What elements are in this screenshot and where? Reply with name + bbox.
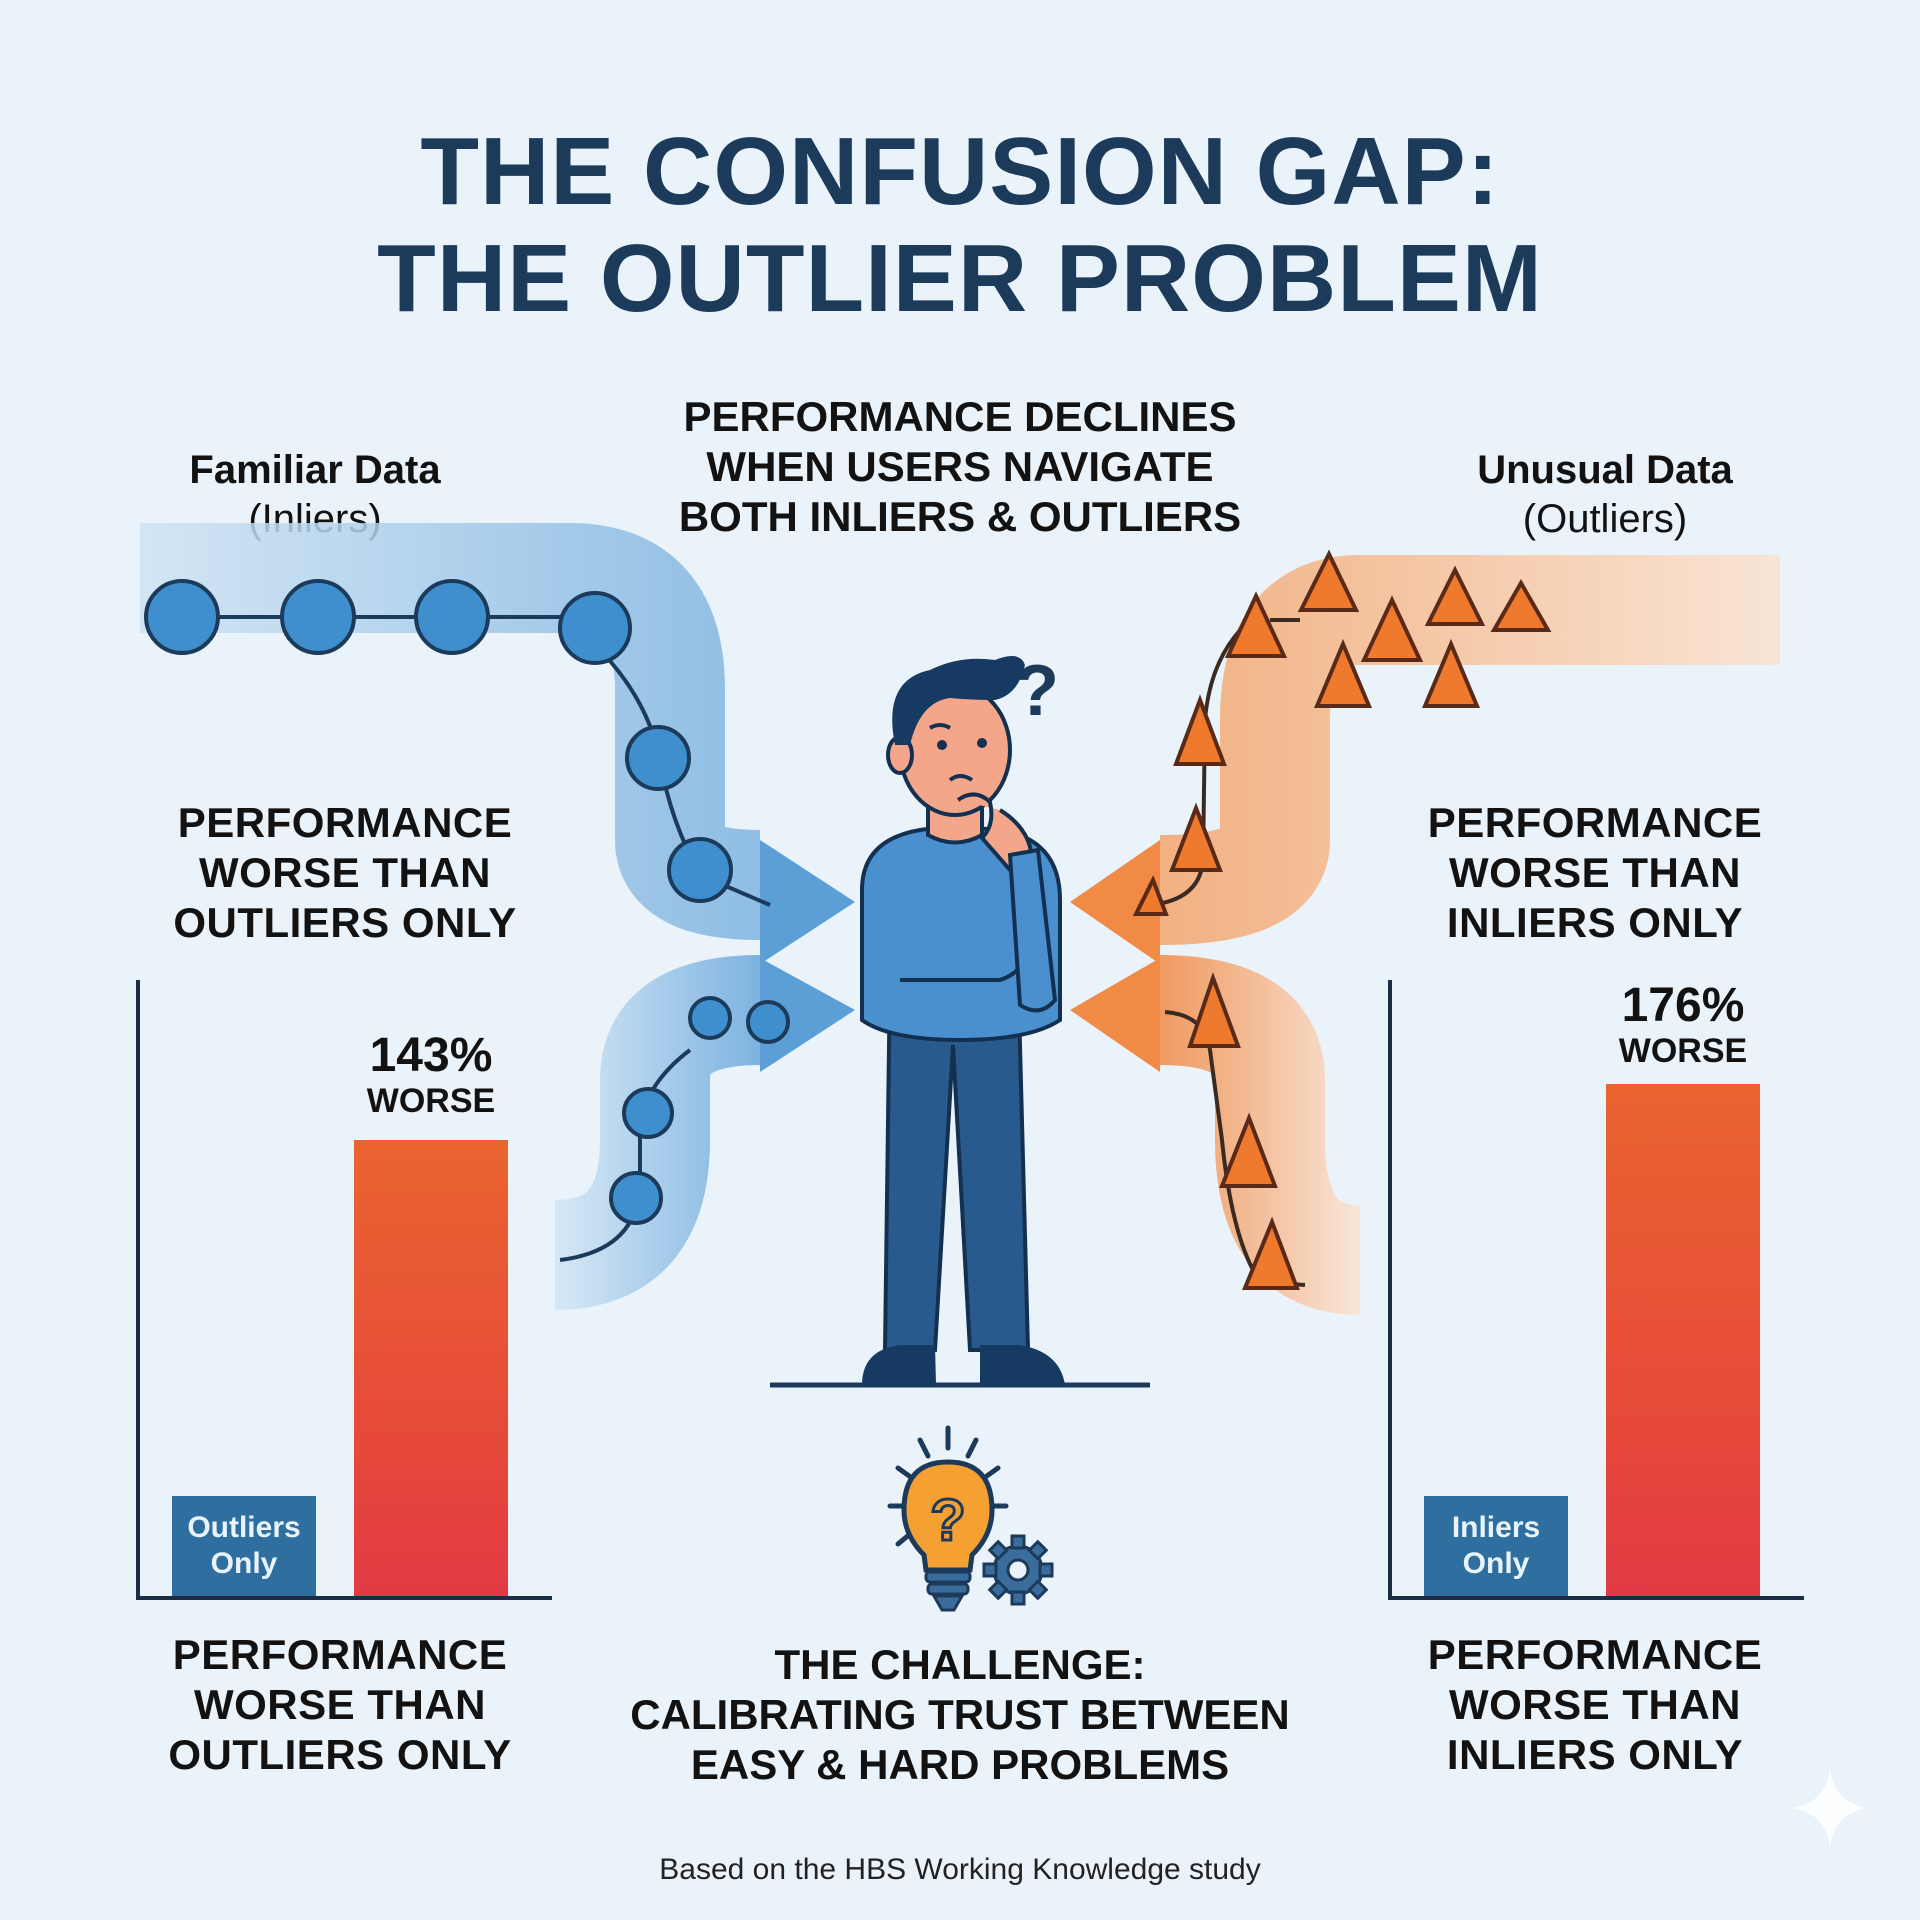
circle-icon — [609, 1171, 663, 1225]
source-footnote: Based on the HBS Working Knowledge study — [659, 1853, 1261, 1886]
circle-icon — [414, 579, 490, 655]
page-title-line-1: THE CONFUSION GAP: — [420, 118, 1500, 225]
y-axis — [1388, 980, 1392, 1600]
bar-label: Outliers — [187, 1511, 301, 1544]
combined-bar — [354, 1140, 508, 1596]
percentage-value: 176% — [1621, 979, 1745, 1032]
caption-line: PERFORMANCE — [172, 1631, 508, 1678]
triangle-icon — [1224, 591, 1288, 658]
bar-value-label: 143% WORSE — [326, 1029, 536, 1121]
right-caption-bottom: PERFORMANCE WORSE THAN INLIERS ONLY — [1380, 1630, 1810, 1780]
triangle-icon — [1219, 1112, 1278, 1188]
lightbulb-question-gear-icon: ? — [887, 1425, 1054, 1612]
left-caption-top: PERFORMANCE WORSE THAN OUTLIERS ONLY — [130, 798, 560, 948]
triangle-icon — [1360, 595, 1424, 662]
triangle-icon — [1169, 802, 1223, 872]
triangle-icon — [1173, 694, 1227, 766]
right-bar-chart: Inliers Only 176% WORSE — [1388, 980, 1808, 1600]
triangle-icon — [1421, 638, 1481, 708]
percentage-value: 143% — [369, 1029, 493, 1082]
triangle-icon — [1187, 971, 1241, 1048]
circle-icon — [144, 579, 220, 655]
challenge-line: CALIBRATING TRUST BETWEEN — [630, 1691, 1290, 1738]
combined-bar — [1606, 1084, 1760, 1596]
caption-line: PERFORMANCE — [1427, 1631, 1763, 1678]
triangle-icon — [1490, 578, 1552, 632]
gear-icon — [982, 1534, 1054, 1606]
caption-line: WORSE THAN — [199, 849, 491, 896]
caption-line: WORSE THAN — [1449, 849, 1741, 896]
outlier-markers — [1132, 549, 1552, 1290]
caption-line: PERFORMANCE — [1427, 799, 1763, 846]
left-caption-bottom: PERFORMANCE WORSE THAN OUTLIERS ONLY — [125, 1630, 555, 1780]
headline-line: PERFORMANCE DECLINES — [683, 393, 1237, 440]
arrow-right-icon — [760, 958, 855, 1072]
sparkle-icon — [1790, 1768, 1870, 1848]
svg-text:?: ? — [930, 1488, 965, 1553]
triangle-icon — [1424, 565, 1486, 626]
caption-line: OUTLIERS ONLY — [168, 1731, 512, 1778]
caption-line: WORSE THAN — [1449, 1681, 1741, 1728]
headline-line: BOTH INLIERS & OUTLIERS — [678, 493, 1242, 540]
circle-icon — [280, 579, 356, 655]
bar-value-label: 176% WORSE — [1578, 979, 1788, 1071]
challenge-line: THE CHALLENGE: — [774, 1641, 1146, 1688]
headline-line: WHEN USERS NAVIGATE — [706, 443, 1214, 490]
arrow-left-icon — [1070, 840, 1160, 964]
triangle-icon — [1242, 1216, 1300, 1290]
circle-icon — [667, 837, 733, 903]
familiar-data-label: Familiar Data (Inliers) — [120, 446, 510, 544]
bar-label: Only — [210, 1547, 278, 1580]
bar-label: Inliers — [1451, 1511, 1541, 1544]
caption-line: OUTLIERS ONLY — [173, 899, 517, 946]
unusual-data-title: Unusual Data — [1477, 448, 1733, 492]
circle-icon — [688, 996, 732, 1040]
arrow-left-icon — [1070, 958, 1160, 1072]
circle-icon — [558, 591, 632, 665]
y-axis — [136, 980, 140, 1600]
caption-line: PERFORMANCE — [177, 799, 513, 846]
x-axis — [136, 1596, 552, 1600]
triangle-icon — [1313, 638, 1373, 708]
outliers-subtitle: (Outliers) — [1522, 497, 1688, 541]
triangle-icon — [1132, 875, 1169, 916]
baseline-bar-inliers-only: Inliers Only — [1424, 1496, 1568, 1596]
x-axis — [1388, 1596, 1804, 1600]
arrow-right-icon — [760, 840, 855, 964]
familiar-data-title: Familiar Data — [189, 448, 441, 492]
caption-line: INLIERS ONLY — [1446, 899, 1744, 946]
baseline-bar-outliers-only: Outliers Only — [172, 1496, 316, 1596]
percentage-unit: WORSE — [366, 1082, 496, 1120]
challenge-statement: THE CHALLENGE: CALIBRATING TRUST BETWEEN… — [560, 1640, 1360, 1790]
left-bar-chart: Outliers Only 143% WORSE — [136, 980, 556, 1600]
circle-icon — [622, 1087, 674, 1139]
bar-label: Only — [1462, 1547, 1530, 1580]
center-headline: PERFORMANCE DECLINES WHEN USERS NAVIGATE… — [590, 392, 1330, 542]
percentage-unit: WORSE — [1618, 1032, 1748, 1070]
inlier-markers — [144, 579, 790, 1225]
triangle-icon — [1297, 549, 1360, 612]
outlier-flow-upper — [1070, 555, 1780, 964]
circle-icon — [625, 725, 691, 791]
right-caption-top: PERFORMANCE WORSE THAN INLIERS ONLY — [1380, 798, 1810, 948]
page-title-line-2: THE OUTLIER PROBLEM — [377, 225, 1543, 332]
unusual-data-label: Unusual Data (Outliers) — [1410, 446, 1800, 544]
confused-person-icon: ? — [770, 651, 1150, 1388]
caption-line: INLIERS ONLY — [1446, 1731, 1744, 1778]
challenge-line: EASY & HARD PROBLEMS — [690, 1741, 1230, 1788]
caption-line: WORSE THAN — [194, 1681, 486, 1728]
circle-icon — [746, 1000, 790, 1044]
